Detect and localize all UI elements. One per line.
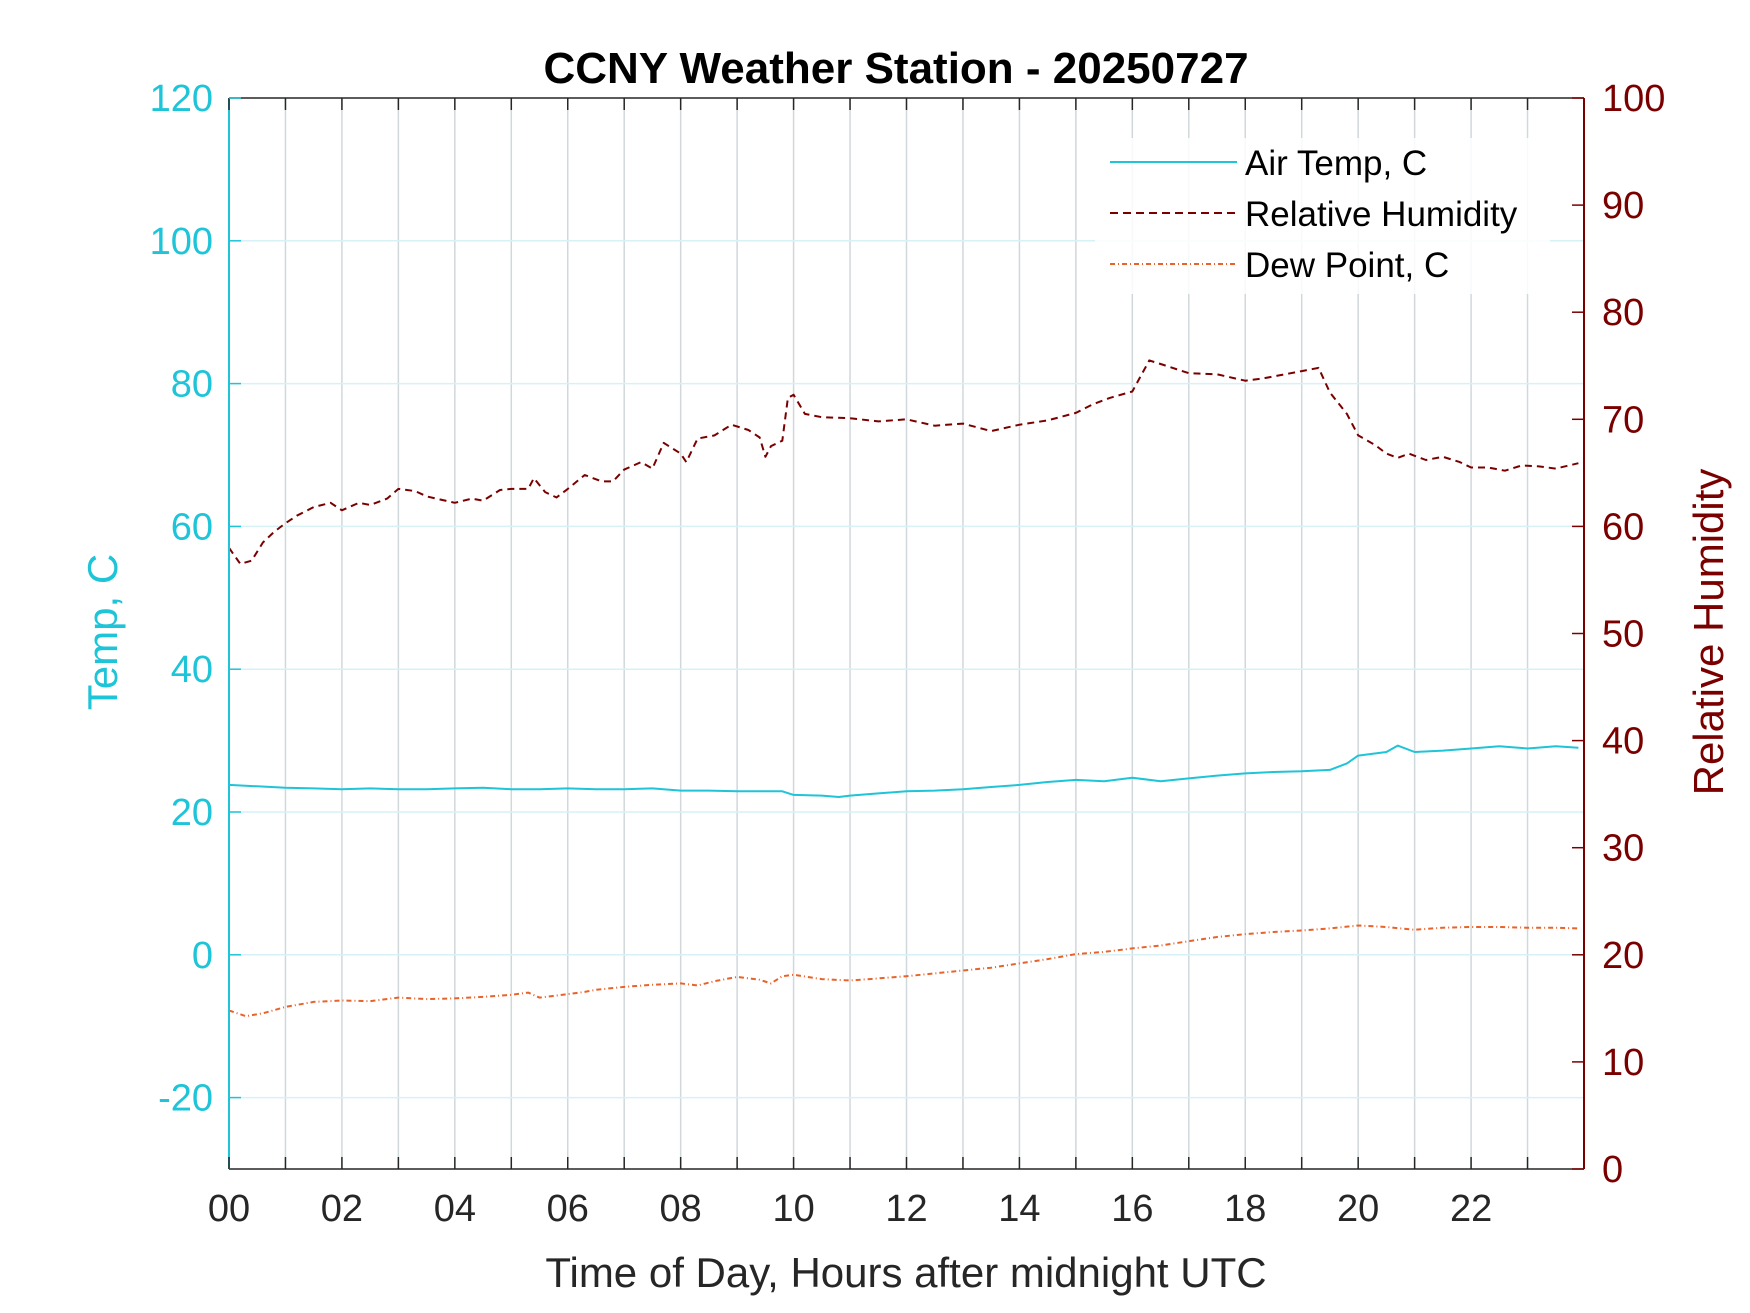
x-tick-label: 12 [885, 1188, 927, 1230]
x-tick-label: 22 [1450, 1188, 1492, 1230]
x-tick-label: 00 [208, 1188, 250, 1230]
x-tick-label: 06 [547, 1188, 589, 1230]
right-y-tick-label: 70 [1602, 399, 1644, 441]
right-y-tick-label: 20 [1602, 935, 1644, 977]
left-y-tick-label: 20 [171, 792, 213, 834]
x-tick-label: 20 [1337, 1188, 1379, 1230]
left-y-tick-label: 0 [192, 935, 213, 977]
left-y-tick-label: 100 [150, 221, 213, 263]
right-y-tick-label: 40 [1602, 721, 1644, 763]
air-temp-line [228, 744, 1579, 798]
x-tick-label: 02 [321, 1188, 363, 1230]
right-y-tick-label: 10 [1602, 1042, 1644, 1084]
right-y-tick-label: 50 [1602, 614, 1644, 656]
series-lines [228, 359, 1579, 1018]
dew-point-line [228, 924, 1579, 1018]
relative-humidity-line [228, 359, 1579, 565]
left-y-tick-label: 120 [150, 78, 213, 120]
right-y-tick-label: 80 [1602, 292, 1644, 334]
x-axis-label: Time of Day, Hours after midnight UTC [545, 1249, 1266, 1296]
grid-lines [229, 98, 1584, 1169]
legend-label-relative-humidity: Relative Humidity [1245, 195, 1518, 234]
left-y-axis-label: Temp, C [79, 554, 126, 710]
right-y-axis-label: Relative Humidity [1685, 469, 1732, 796]
left-y-tick-label: 40 [171, 649, 213, 691]
x-tick-label: 14 [998, 1188, 1040, 1230]
legend: Air Temp, C Relative Humidity Dew Point,… [1095, 138, 1550, 294]
right-y-tick-label: 100 [1602, 78, 1665, 120]
left-y-tick-label: 80 [171, 364, 213, 406]
x-tick-label: 08 [660, 1188, 702, 1230]
right-y-tick-label: 60 [1602, 506, 1644, 548]
right-y-tick-label: 30 [1602, 828, 1644, 870]
axes: 00 02 04 06 08 10 12 14 16 18 20 22-200204060801001… [150, 78, 1666, 1230]
x-tick-label: 18 [1224, 1188, 1266, 1230]
x-tick-label: 16 [1111, 1188, 1153, 1230]
chart-title: CCNY Weather Station - 20250727 [543, 44, 1248, 93]
right-y-tick-label: 90 [1602, 185, 1644, 227]
x-tick-label: 10 [772, 1188, 814, 1230]
left-y-tick-label: 60 [171, 506, 213, 548]
legend-box [1095, 138, 1550, 294]
legend-label-dew-point: Dew Point, C [1245, 246, 1449, 285]
legend-label-air-temp: Air Temp, C [1245, 144, 1427, 183]
right-y-tick-label: 0 [1602, 1149, 1623, 1191]
left-y-tick-label: -20 [158, 1078, 213, 1120]
x-tick-label: 04 [434, 1188, 476, 1230]
